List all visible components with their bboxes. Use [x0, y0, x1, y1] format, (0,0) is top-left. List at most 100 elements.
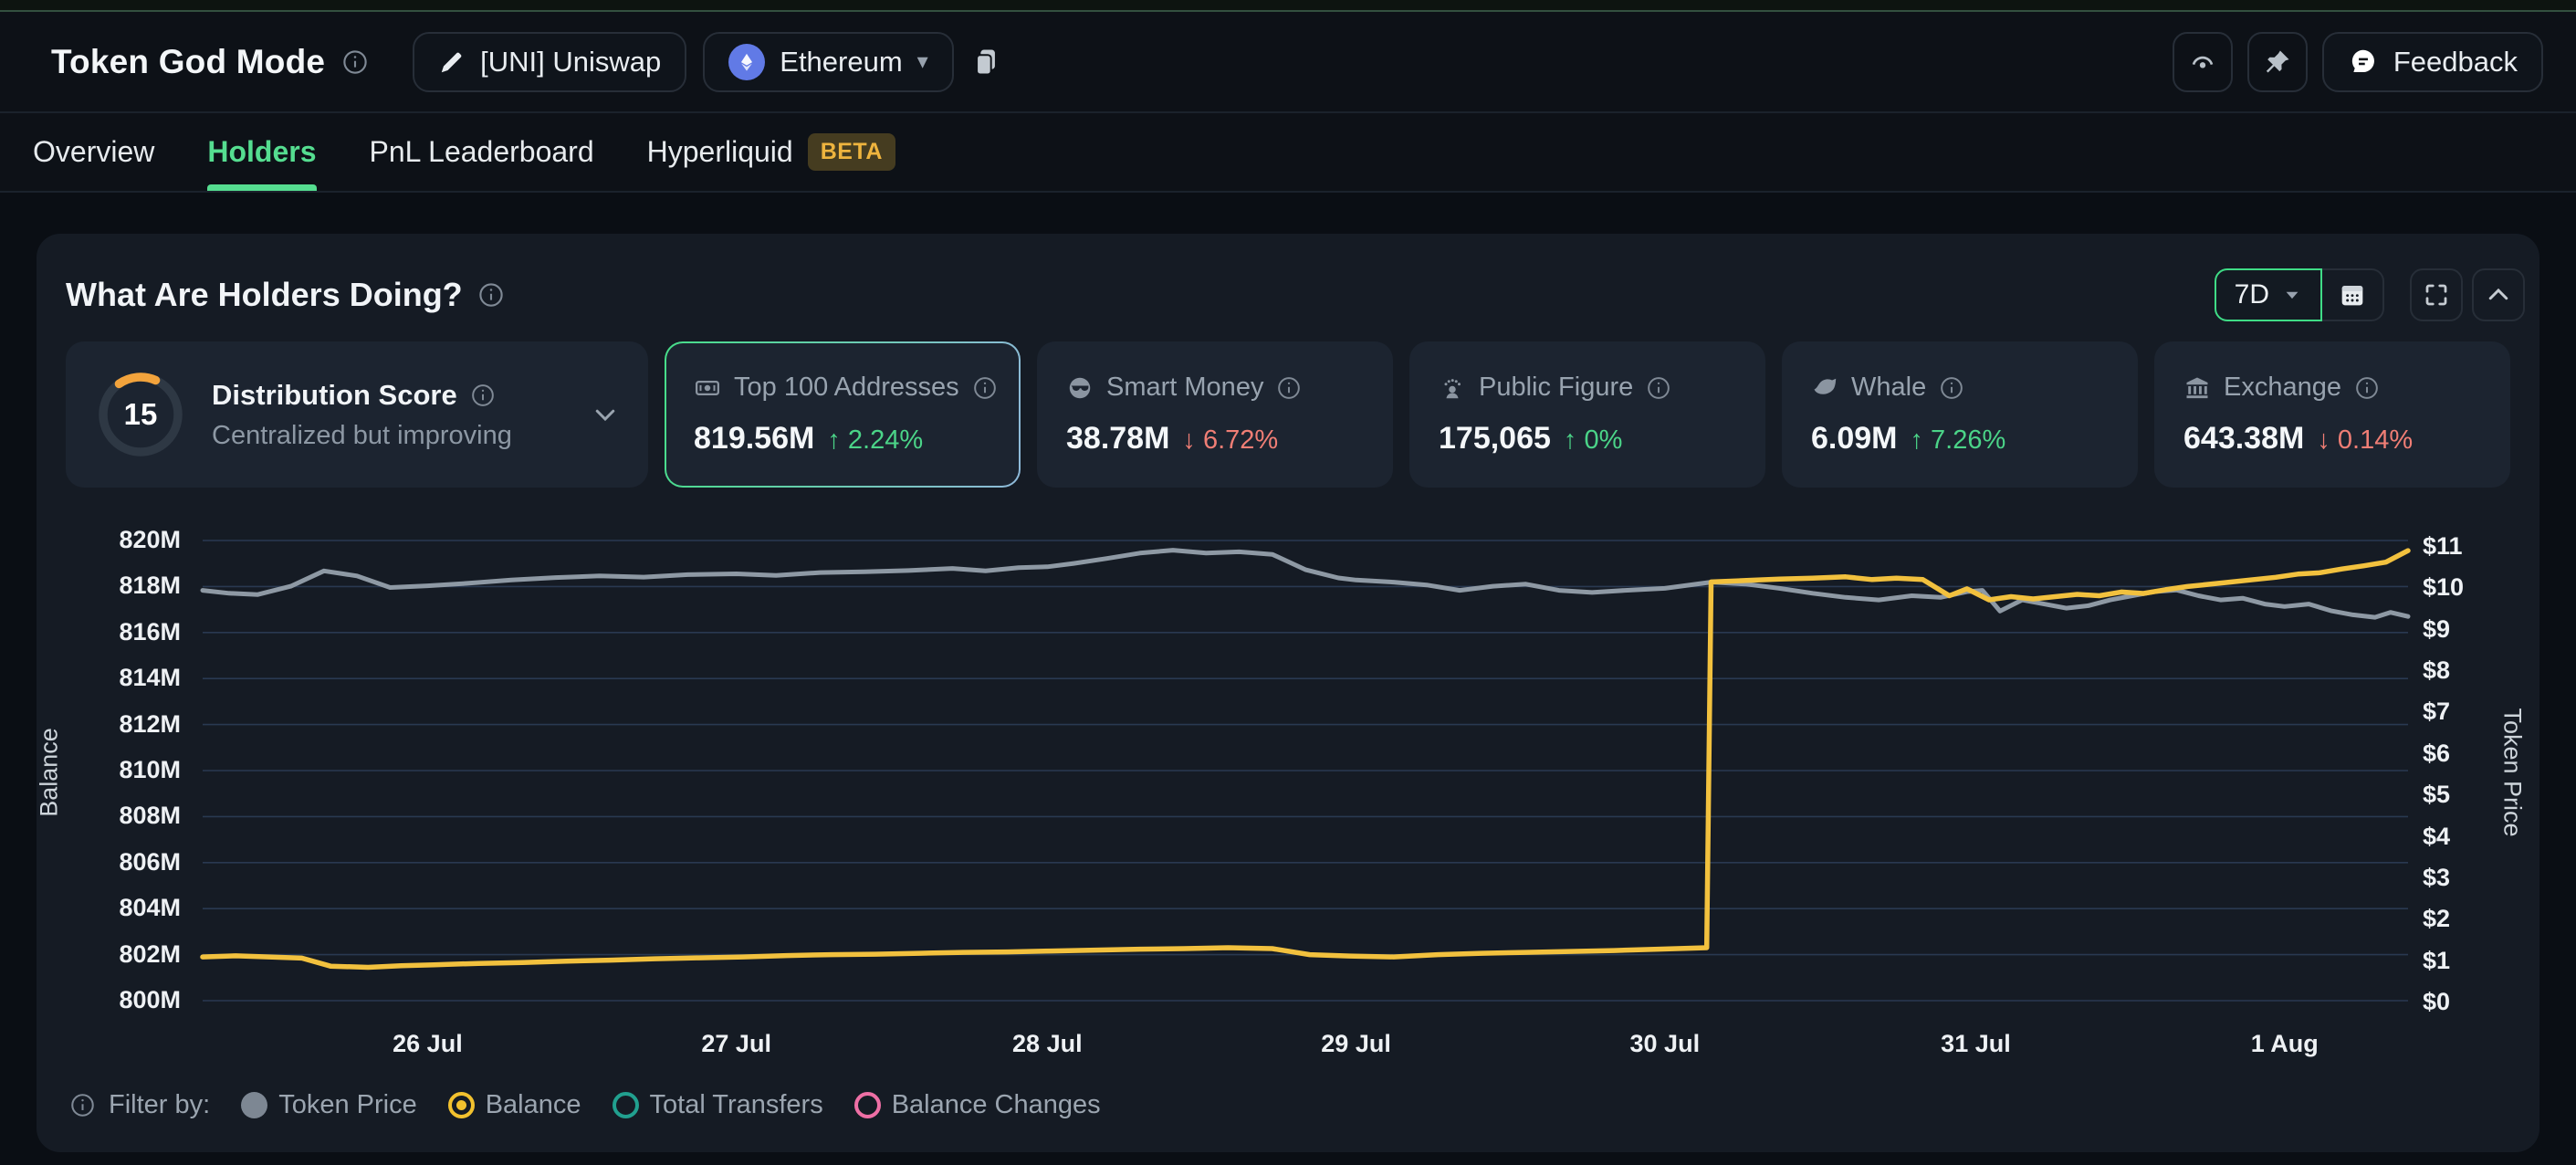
watchlist-button[interactable]	[2172, 31, 2233, 92]
distribution-score-card[interactable]: 15 Distribution Score Centralized but im…	[66, 341, 648, 488]
x-tick: 29 Jul	[1321, 1030, 1391, 1057]
pin-icon	[2263, 47, 2292, 77]
stat-card-exchange[interactable]: Exchange 643.38M ↓ 0.14%	[2154, 341, 2510, 488]
y-left-tick: 804M	[119, 894, 181, 922]
chevron-down-icon[interactable]	[592, 401, 619, 428]
filter-by-label: Filter by:	[109, 1090, 211, 1119]
tab-hyperliquid[interactable]: Hyperliquid BETA	[647, 113, 895, 191]
info-icon[interactable]	[477, 281, 505, 309]
pencil-icon	[438, 48, 466, 76]
tab-overview[interactable]: Overview	[33, 113, 154, 191]
stat-card-label-row: Smart Money	[1066, 373, 1364, 403]
x-tick: 30 Jul	[1629, 1030, 1701, 1057]
distribution-score-value: 15	[123, 397, 158, 431]
fullscreen-button[interactable]	[2410, 268, 2463, 321]
legend-swatch	[853, 1092, 881, 1118]
legend-swatch	[612, 1092, 639, 1118]
y-left-tick: 808M	[119, 802, 181, 830]
info-icon[interactable]	[972, 375, 998, 401]
info-icon[interactable]	[1276, 375, 1302, 401]
stat-card-value-row: 819.56M ↑ 2.24%	[694, 421, 991, 457]
legend-item-total-transfers[interactable]: Total Transfers	[612, 1090, 823, 1120]
chart-plot[interactable]	[200, 535, 2411, 1010]
stat-card-delta: ↑ 2.24%	[827, 425, 924, 455]
legend-label: Total Transfers	[649, 1090, 823, 1119]
panel-title: What Are Holders Doing?	[66, 276, 463, 313]
stat-card-whale[interactable]: Whale 6.09M ↑ 7.26%	[1782, 341, 2138, 488]
chevron-down-icon	[2286, 291, 2299, 299]
stat-card-top-100-addresses[interactable]: Top 100 Addresses 819.56M ↑ 2.24%	[665, 341, 1021, 488]
x-tick: 27 Jul	[701, 1030, 771, 1057]
ethereum-icon	[728, 43, 766, 80]
info-icon[interactable]	[1646, 375, 1671, 401]
stat-card-value-row: 38.78M ↓ 6.72%	[1066, 421, 1364, 457]
info-icon[interactable]	[69, 1092, 96, 1118]
legend-label: Token Price	[278, 1090, 417, 1119]
copy-icon[interactable]	[970, 47, 1001, 78]
y-right-tick: $7	[2423, 698, 2451, 726]
y-left-tick: 802M	[119, 939, 181, 968]
stat-card-label-row: Whale	[1811, 373, 2109, 403]
stat-card-value-row: 6.09M ↑ 7.26%	[1811, 421, 2109, 457]
sunglasses-icon	[1066, 374, 1094, 402]
tab-label: Holders	[207, 135, 317, 168]
calendar-button[interactable]	[2322, 268, 2384, 321]
y-right-tick: $10	[2423, 573, 2465, 602]
legend-item-token-price[interactable]: Token Price	[241, 1090, 417, 1120]
collapse-button[interactable]	[2472, 268, 2525, 321]
tab-bar: Overview Holders PnL Leaderboard Hyperliqui…	[0, 113, 2576, 193]
info-icon[interactable]	[1939, 375, 1964, 401]
timeframe-dropdown[interactable]: 7D	[2214, 268, 2322, 321]
page-title: Token God Mode	[51, 42, 326, 80]
beta-badge: BETA	[807, 133, 895, 171]
left-axis-title: Balance	[35, 728, 63, 817]
distribution-score-text: Distribution Score Centralized but impro…	[212, 379, 566, 451]
top-strip	[0, 0, 2576, 12]
legend-label: Balance	[485, 1090, 581, 1119]
y-left-tick: 816M	[119, 617, 181, 645]
stat-card-label: Exchange	[2224, 373, 2341, 402]
x-tick: 28 Jul	[1012, 1030, 1083, 1057]
panel-header: What Are Holders Doing? 7D	[37, 234, 2539, 321]
stat-card-smart-money[interactable]: Smart Money 38.78M ↓ 6.72%	[1037, 341, 1393, 488]
legend-item-balance[interactable]: Balance	[447, 1090, 581, 1120]
stat-card-delta: ↓ 6.72%	[1182, 425, 1279, 455]
feedback-label: Feedback	[2393, 45, 2518, 78]
stat-card-value-row: 175,065 ↑ 0%	[1439, 421, 1736, 457]
y-right-tick: $3	[2423, 863, 2451, 891]
pin-button[interactable]	[2246, 31, 2308, 92]
y-right-tick: $8	[2423, 656, 2451, 685]
x-tick: 1 Aug	[2250, 1030, 2319, 1057]
bank-icon	[2183, 374, 2211, 402]
y-left-tick: 814M	[119, 664, 181, 692]
feedback-button[interactable]: Feedback	[2321, 31, 2543, 92]
stat-card-label-row: Top 100 Addresses	[694, 373, 996, 403]
chain-selector-button[interactable]: Ethereum ▾	[703, 31, 954, 92]
legend-label: Balance Changes	[891, 1090, 1101, 1119]
series-token-price	[200, 548, 2411, 620]
y-left-tick: 818M	[119, 572, 181, 600]
timeframe-label: 7D	[2234, 279, 2269, 310]
info-icon[interactable]	[2354, 375, 2380, 401]
stat-card-label: Whale	[1851, 373, 1927, 402]
tab-pnl-leaderboard[interactable]: PnL Leaderboard	[370, 113, 594, 191]
stat-card-label: Public Figure	[1479, 373, 1634, 402]
info-icon[interactable]	[470, 383, 496, 408]
chevron-up-icon	[2488, 288, 2508, 300]
token-selector-button[interactable]: [UNI] Uniswap	[413, 31, 687, 92]
y-left-tick: 810M	[119, 756, 181, 783]
panel-controls: 7D	[2214, 268, 2525, 321]
legend-item-balance-changes[interactable]: Balance Changes	[853, 1090, 1101, 1120]
x-tick: 26 Jul	[393, 1030, 463, 1057]
tab-holders[interactable]: Holders	[207, 113, 317, 191]
app-header: Token God Mode [UNI] Uniswap Ethereum ▾	[0, 12, 2576, 113]
filter-legend-prefix: Filter by:	[69, 1090, 210, 1120]
watch-icon	[2188, 47, 2217, 77]
stat-card-value: 175,065	[1439, 421, 1551, 456]
stat-card-public-figure[interactable]: Public Figure 175,065 ↑ 0%	[1409, 341, 1765, 488]
token-selector-label: [UNI] Uniswap	[480, 45, 662, 78]
info-icon[interactable]	[341, 48, 369, 76]
y-left-tick: 820M	[119, 526, 181, 553]
stat-card-value: 643.38M	[2183, 421, 2305, 456]
cash-icon	[694, 374, 721, 402]
